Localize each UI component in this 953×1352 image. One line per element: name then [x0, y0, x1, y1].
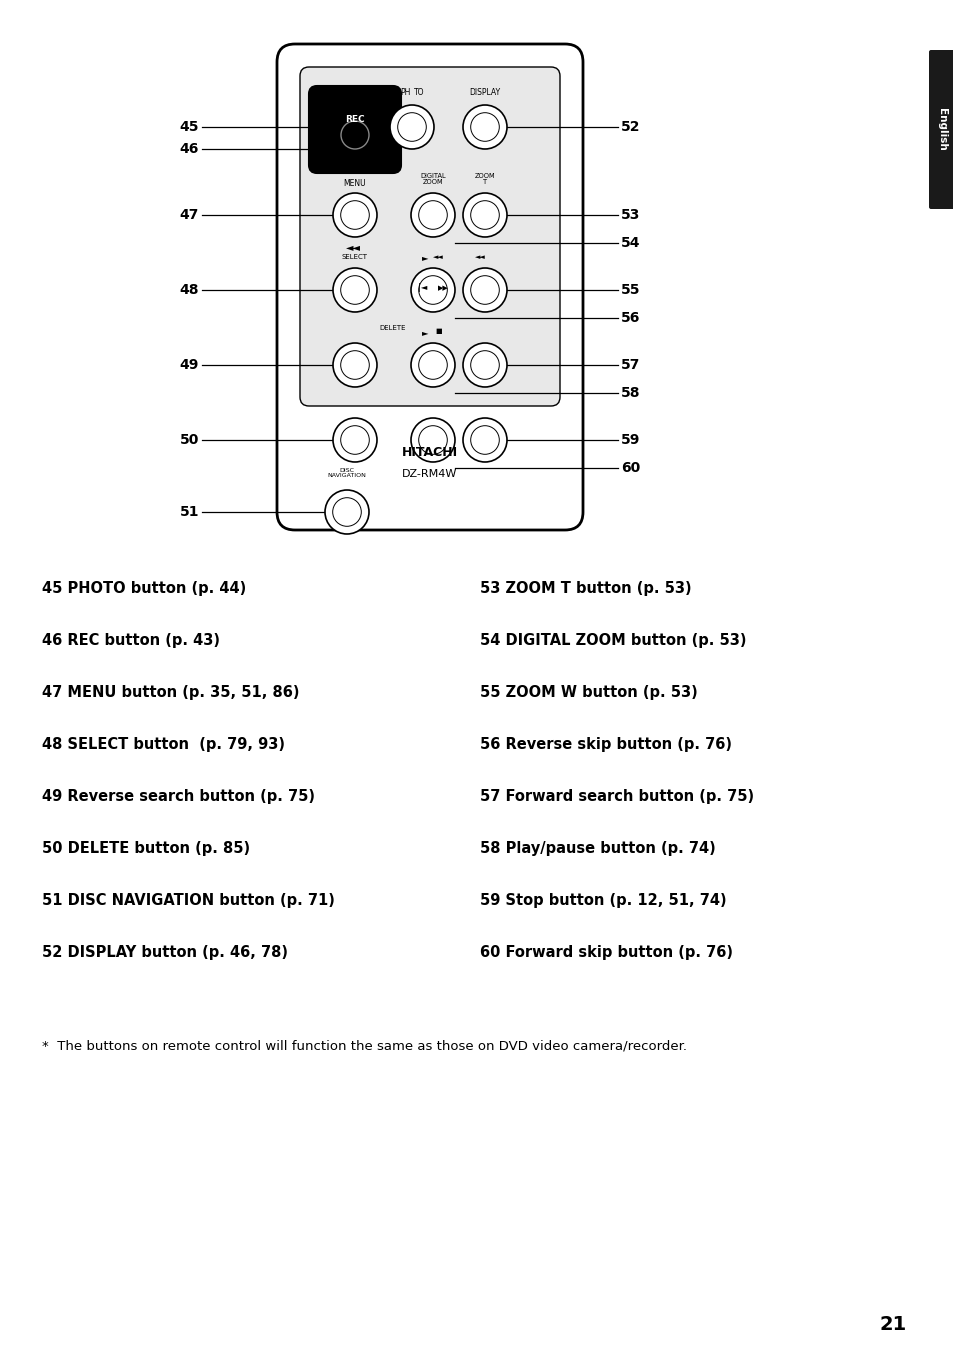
Text: 52 DISPLAY button (p. 46, 78): 52 DISPLAY button (p. 46, 78) [42, 945, 288, 960]
Text: DELETE: DELETE [379, 324, 406, 330]
Text: 51 DISC NAVIGATION button (p. 71): 51 DISC NAVIGATION button (p. 71) [42, 892, 335, 907]
Text: *  The buttons on remote control will function the same as those on DVD video ca: * The buttons on remote control will fun… [42, 1040, 686, 1052]
Text: 52: 52 [620, 120, 639, 134]
Text: DISC
NAVIGATION: DISC NAVIGATION [327, 468, 366, 479]
Circle shape [462, 105, 506, 149]
Text: ■: ■ [436, 329, 442, 334]
Text: 49: 49 [179, 358, 199, 372]
Circle shape [462, 268, 506, 312]
Circle shape [462, 418, 506, 462]
Text: TO: TO [414, 88, 424, 97]
Text: 57 Forward search button (p. 75): 57 Forward search button (p. 75) [479, 788, 753, 803]
Circle shape [411, 343, 455, 387]
Circle shape [390, 105, 434, 149]
FancyBboxPatch shape [309, 87, 400, 173]
Text: 47: 47 [179, 208, 199, 222]
Text: 49 Reverse search button (p. 75): 49 Reverse search button (p. 75) [42, 788, 314, 803]
Circle shape [333, 343, 376, 387]
Circle shape [411, 418, 455, 462]
Circle shape [411, 268, 455, 312]
Text: ►: ► [421, 329, 428, 337]
Text: 48 SELECT button  (p. 79, 93): 48 SELECT button (p. 79, 93) [42, 737, 285, 752]
Text: 53 ZOOM T button (p. 53): 53 ZOOM T button (p. 53) [479, 580, 691, 595]
Text: English: English [937, 108, 946, 150]
Text: 54 DIGITAL ZOOM button (p. 53): 54 DIGITAL ZOOM button (p. 53) [479, 633, 745, 648]
Text: 58: 58 [620, 387, 639, 400]
Text: 45: 45 [179, 120, 199, 134]
Text: 48: 48 [179, 283, 199, 297]
FancyBboxPatch shape [928, 50, 953, 210]
Text: ◄◄: ◄◄ [475, 254, 485, 261]
Text: |◄: |◄ [417, 284, 427, 292]
Text: DIGITAL
ZOOM: DIGITAL ZOOM [419, 173, 445, 185]
Text: ▶▶: ▶▶ [437, 285, 448, 291]
Circle shape [325, 489, 369, 534]
Text: 21: 21 [879, 1315, 905, 1334]
Text: 59: 59 [620, 433, 639, 448]
Text: SELECT: SELECT [341, 254, 368, 260]
Text: 47 MENU button (p. 35, 51, 86): 47 MENU button (p. 35, 51, 86) [42, 684, 299, 699]
Text: 58 Play/pause button (p. 74): 58 Play/pause button (p. 74) [479, 841, 715, 856]
Text: 56 Reverse skip button (p. 76): 56 Reverse skip button (p. 76) [479, 737, 731, 752]
Text: ►: ► [421, 253, 428, 262]
Circle shape [462, 193, 506, 237]
FancyBboxPatch shape [299, 68, 559, 406]
Text: 46 REC button (p. 43): 46 REC button (p. 43) [42, 633, 220, 648]
Text: DISPLAY: DISPLAY [469, 88, 500, 97]
Text: 50 DELETE button (p. 85): 50 DELETE button (p. 85) [42, 841, 250, 856]
Text: ◄◄: ◄◄ [345, 242, 360, 253]
Text: 60: 60 [620, 461, 639, 475]
Text: ZOOM
T: ZOOM T [475, 173, 495, 185]
Text: 54: 54 [620, 237, 639, 250]
Circle shape [333, 268, 376, 312]
Text: PH: PH [399, 88, 410, 97]
Text: DZ-RM4W: DZ-RM4W [402, 469, 457, 479]
Text: MENU: MENU [343, 178, 366, 188]
Text: 53: 53 [620, 208, 639, 222]
Circle shape [411, 193, 455, 237]
Circle shape [333, 193, 376, 237]
Text: 56: 56 [620, 311, 639, 324]
Text: 60 Forward skip button (p. 76): 60 Forward skip button (p. 76) [479, 945, 732, 960]
Text: 45 PHOTO button (p. 44): 45 PHOTO button (p. 44) [42, 580, 246, 595]
Text: 55 ZOOM W button (p. 53): 55 ZOOM W button (p. 53) [479, 684, 697, 699]
Text: 51: 51 [179, 506, 199, 519]
FancyBboxPatch shape [276, 45, 582, 530]
Text: 46: 46 [179, 142, 199, 155]
Text: ◄◄: ◄◄ [432, 254, 443, 261]
Circle shape [462, 343, 506, 387]
Text: 57: 57 [620, 358, 639, 372]
Text: 55: 55 [620, 283, 639, 297]
Text: 50: 50 [179, 433, 199, 448]
Text: 59 Stop button (p. 12, 51, 74): 59 Stop button (p. 12, 51, 74) [479, 892, 726, 907]
Text: HITACHI: HITACHI [401, 446, 457, 458]
Text: REC: REC [345, 115, 364, 123]
Circle shape [333, 418, 376, 462]
